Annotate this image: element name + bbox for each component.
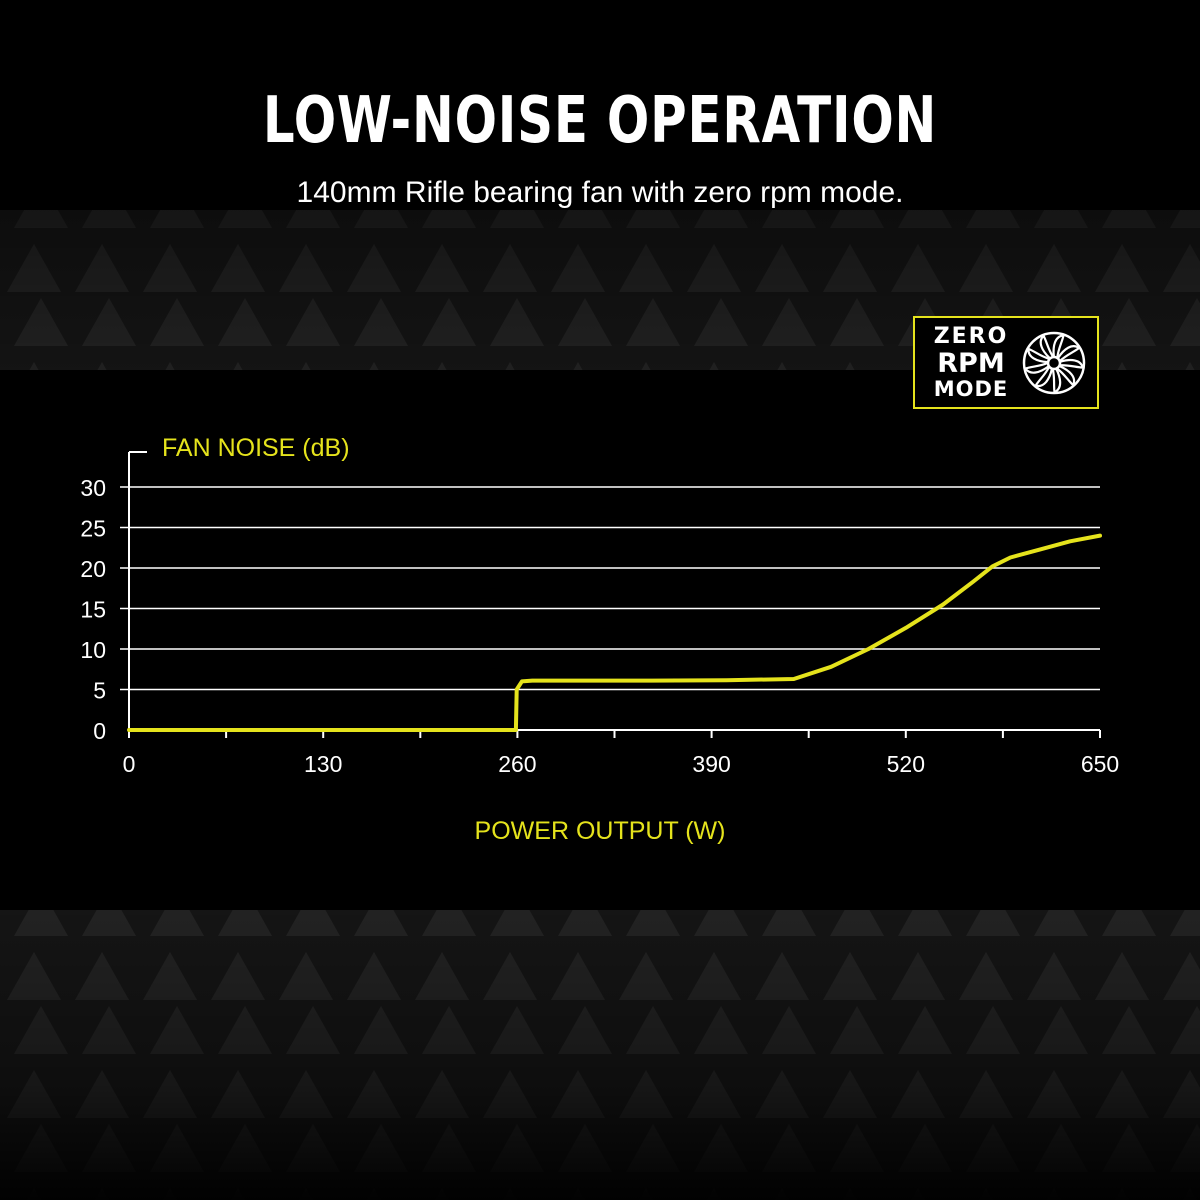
- y-tick-label-30: 30: [80, 475, 106, 501]
- x-tick-label-0: 0: [123, 751, 136, 777]
- fan-blade: [1024, 361, 1050, 374]
- fan-blade: [1034, 365, 1054, 388]
- y-tick-label-0: 0: [93, 718, 106, 744]
- grid-lines: [120, 486, 1100, 691]
- fan-blade: [1051, 367, 1062, 394]
- x-tick-label-260: 260: [498, 751, 536, 777]
- badge-line-rpm: RPM: [937, 348, 1005, 379]
- series-line-0: [127, 533, 1102, 732]
- page-subtitle: 140mm Rifle bearing fan with zero rpm mo…: [296, 176, 904, 209]
- fan-blade: [1052, 334, 1065, 359]
- y-tick-label-25: 25: [80, 516, 106, 542]
- x-tick-label-390: 390: [692, 751, 730, 777]
- fan-blade: [1055, 364, 1076, 387]
- badge-line-mode: MODE: [933, 377, 1009, 401]
- y-tick-label-5: 5: [93, 678, 106, 704]
- y-tick-label-15: 15: [80, 597, 106, 623]
- series-layer: [127, 533, 1102, 732]
- fan-blade: [1058, 358, 1084, 369]
- fan-icon: [1022, 331, 1086, 395]
- tick-labels: 0 5 10 15 20 25 30 0 130 260 390 520 650: [80, 475, 1119, 777]
- badge-text: ZERO RPM MODE: [925, 326, 1017, 400]
- y-axis-label: FAN NOISE (dB): [162, 434, 350, 462]
- fan-blade: [1056, 345, 1081, 363]
- badge-line-zero: ZERO: [933, 324, 1009, 349]
- y-tick-label-20: 20: [80, 556, 106, 582]
- x-tick-label-130: 130: [304, 751, 342, 777]
- x-axis-label: POWER OUTPUT (W): [475, 817, 726, 845]
- x-tick-label-650: 650: [1081, 751, 1119, 777]
- fan-blade: [1027, 347, 1051, 364]
- zero-rpm-mode-badge: ZERO RPM MODE: [913, 316, 1099, 409]
- page-title: LOW-NOISE OPERATION: [262, 84, 938, 158]
- fan-blade: [1039, 334, 1055, 360]
- x-tick-label-520: 520: [887, 751, 925, 777]
- y-tick-label-10: 10: [80, 637, 106, 663]
